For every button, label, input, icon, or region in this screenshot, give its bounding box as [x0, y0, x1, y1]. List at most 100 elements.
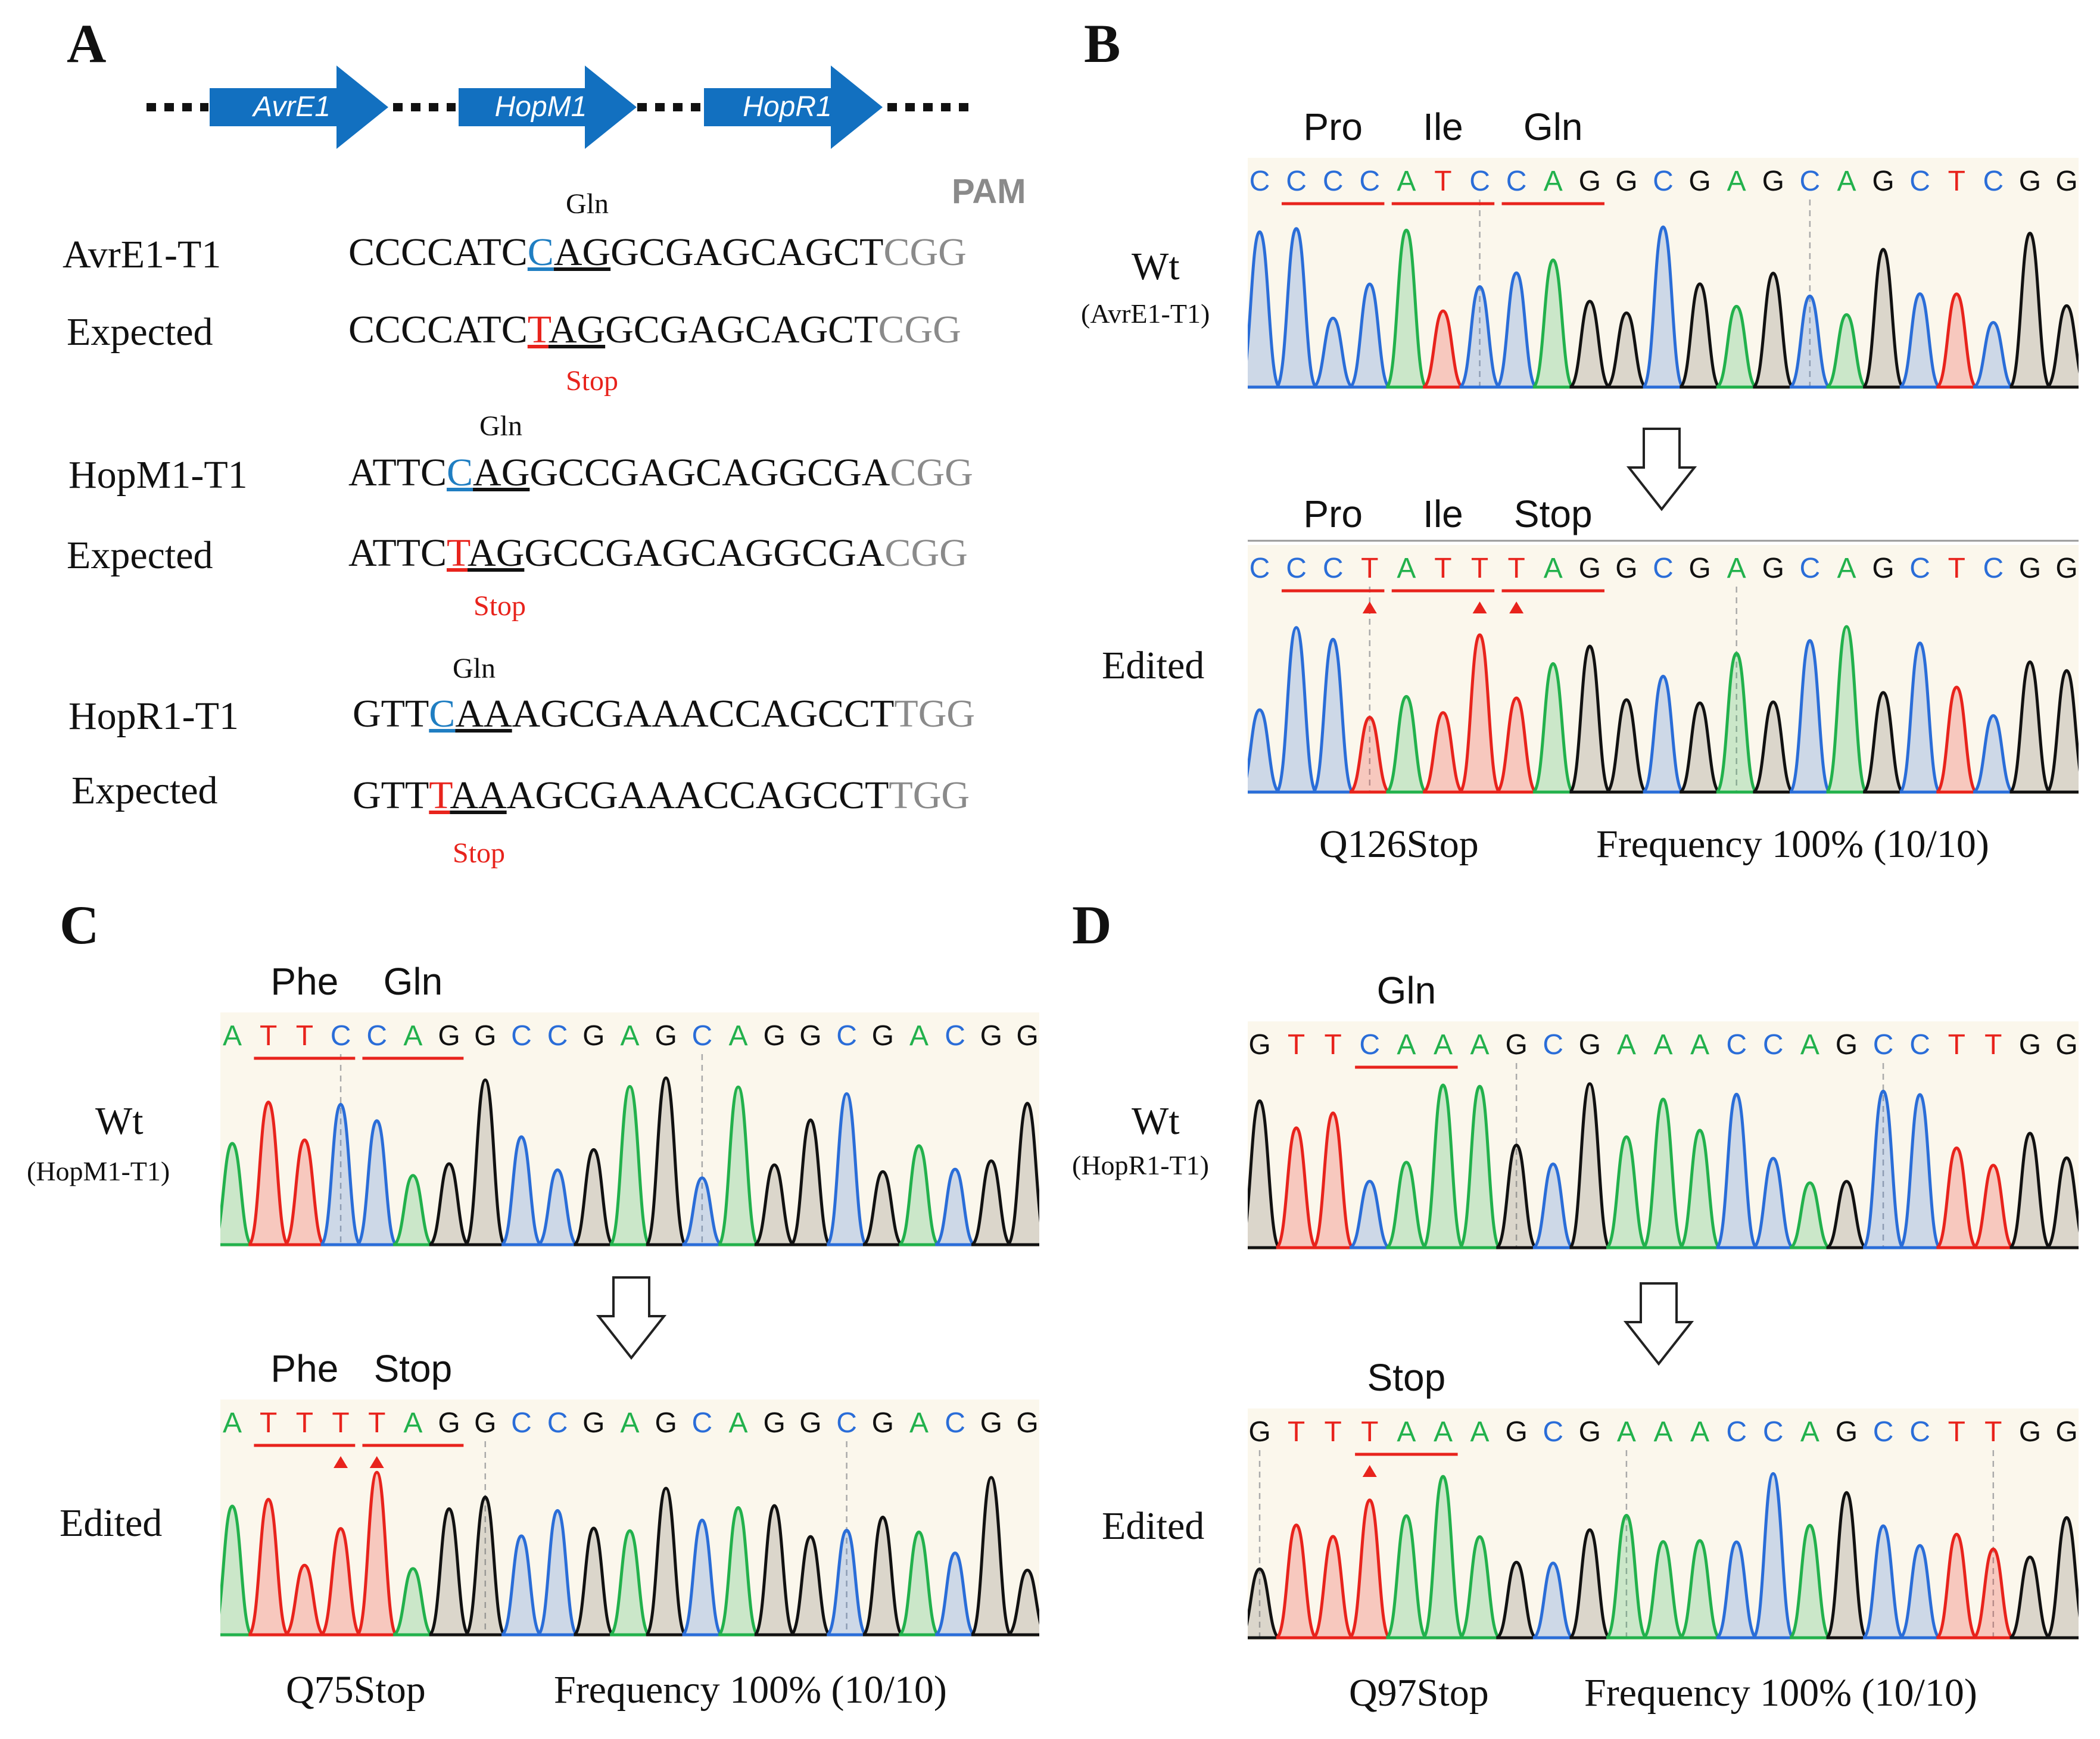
- trace-peak-C: [1751, 1472, 1795, 1640]
- trace-peak-A: [1385, 695, 1428, 794]
- trace-peak-T: [247, 1498, 289, 1637]
- row-name-expected-1: Expected: [67, 310, 213, 354]
- trace-peak-C: [356, 1119, 398, 1246]
- trace-peak-G: [2008, 232, 2052, 389]
- trace-peak-C: [1312, 316, 1354, 389]
- base-call: G: [2055, 1029, 2077, 1061]
- trace-peak-C: [1788, 639, 1832, 794]
- sequence-hopm1: ATTCCAGGCCGAGCAGGCGACGG: [348, 451, 973, 494]
- trace-peak-A: [220, 1142, 253, 1246]
- base-call: A: [620, 1020, 639, 1052]
- trace-peak-A: [1789, 1181, 1831, 1249]
- panel-letter-c: C: [60, 895, 99, 955]
- trace-peak-T: [1311, 1111, 1354, 1249]
- base-call: T: [296, 1020, 313, 1052]
- trace-peak-A: [1421, 1475, 1465, 1640]
- trace-peak-T: [1936, 1532, 1978, 1640]
- base-call: A: [1653, 1029, 1672, 1061]
- base-call: T: [1948, 553, 1965, 584]
- base-call: G: [1248, 1029, 1270, 1061]
- trace-peak-G: [2045, 1156, 2079, 1249]
- wt-sub-b: (AvrE1-T1): [1081, 298, 1210, 329]
- frequency-label-b: Frequency 100% (10/10): [1596, 822, 1989, 866]
- trace-peak-A: [898, 1531, 940, 1637]
- base-call: T: [368, 1407, 385, 1439]
- base-call: G: [2055, 553, 2077, 584]
- sequence-expected-2: ATTCTAGGCCGAGCAGGCGACGG: [348, 531, 968, 575]
- wt-label-b: Wt: [1132, 245, 1180, 288]
- base-call: G: [655, 1407, 677, 1439]
- base-call: T: [1948, 166, 1965, 197]
- trace-peak-C: [1642, 674, 1684, 794]
- trace-peak-T: [1936, 685, 1978, 794]
- trace-peak-A: [220, 1504, 253, 1637]
- base-call: C: [1873, 1416, 1894, 1448]
- base-call: T: [1434, 553, 1451, 584]
- trace-background: [220, 1441, 1039, 1637]
- base-call: C: [1323, 166, 1344, 197]
- base-call: G: [872, 1020, 894, 1052]
- codon-label-hopm1: Gln: [479, 410, 522, 442]
- trace-peak-G: [753, 1504, 796, 1637]
- trace-background: [1248, 1063, 2079, 1250]
- base-call: G: [799, 1407, 821, 1439]
- mutation-label-b: Q126Stop: [1319, 822, 1479, 866]
- base-call: C: [1800, 166, 1821, 197]
- base-call: G: [1836, 1029, 1858, 1061]
- base-call: T: [1361, 1416, 1378, 1448]
- trace-peak-G: [1569, 1528, 1611, 1640]
- gene-arrow-hopr1: HopR1: [704, 66, 883, 149]
- trace-peak-C: [1752, 1157, 1794, 1249]
- base-call: G: [2019, 1416, 2041, 1448]
- wt-label-c: Wt: [95, 1099, 144, 1143]
- trace-peak-G: [862, 1516, 904, 1637]
- trace-peak-C: [1459, 285, 1501, 389]
- base-call: T: [1288, 1029, 1305, 1061]
- trace-peak-C: [1899, 292, 1941, 389]
- base-call: T: [260, 1407, 277, 1439]
- codon-label: Ile: [1423, 105, 1463, 148]
- trace-peak-C: [500, 1534, 543, 1637]
- down-arrow-d: [1623, 1282, 1694, 1366]
- trace-peak-G: [1248, 1099, 1282, 1249]
- trace-peak-C: [1899, 1544, 1941, 1640]
- sequence-strip: [1248, 1408, 2079, 1450]
- base-call: G: [764, 1020, 786, 1052]
- panel-letter-d: D: [1072, 895, 1112, 955]
- trace-peak-A: [1421, 1083, 1465, 1249]
- gene-arrow-hopm1: HopM1: [459, 66, 637, 149]
- base-call: A: [1727, 166, 1746, 197]
- edited-label-b: Edited: [1102, 644, 1205, 687]
- trace-peak-A: [1825, 625, 1868, 794]
- base-call: A: [1434, 1416, 1453, 1448]
- mutation-marker: [334, 1456, 348, 1468]
- trace-peak-T: [1972, 1164, 2014, 1249]
- sequence-strip: [220, 1400, 1039, 1441]
- base-call: A: [1397, 553, 1416, 584]
- base-call: A: [729, 1020, 748, 1052]
- wt-sub-d: (HopR1-T1): [1072, 1150, 1209, 1180]
- base-call: T: [1325, 1029, 1342, 1061]
- base-call: G: [655, 1020, 677, 1052]
- base-call: C: [1359, 166, 1380, 197]
- row-name-hopm1: HopM1-T1: [68, 453, 248, 497]
- trace-peak-G: [2045, 669, 2079, 794]
- base-call: C: [692, 1020, 713, 1052]
- trace-peak-G: [1678, 701, 1721, 794]
- base-call: A: [1470, 1416, 1490, 1448]
- base-call: A: [1397, 1416, 1416, 1448]
- base-call: T: [1434, 166, 1451, 197]
- base-call: G: [1579, 166, 1601, 197]
- down-arrow-c: [596, 1276, 667, 1360]
- trace-peak-C: [1248, 708, 1281, 794]
- gene-label-hopm1: HopM1: [495, 91, 587, 123]
- sequence-strip: [220, 1012, 1039, 1054]
- trace-peak-G: [1248, 1567, 1280, 1640]
- base-call: G: [474, 1407, 496, 1439]
- trace-peak-A: [1642, 1540, 1684, 1640]
- trace-peak-G: [1568, 644, 1612, 794]
- base-call: C: [836, 1020, 857, 1052]
- row-name-expected-3: Expected: [71, 769, 218, 812]
- base-call: C: [1909, 553, 1930, 584]
